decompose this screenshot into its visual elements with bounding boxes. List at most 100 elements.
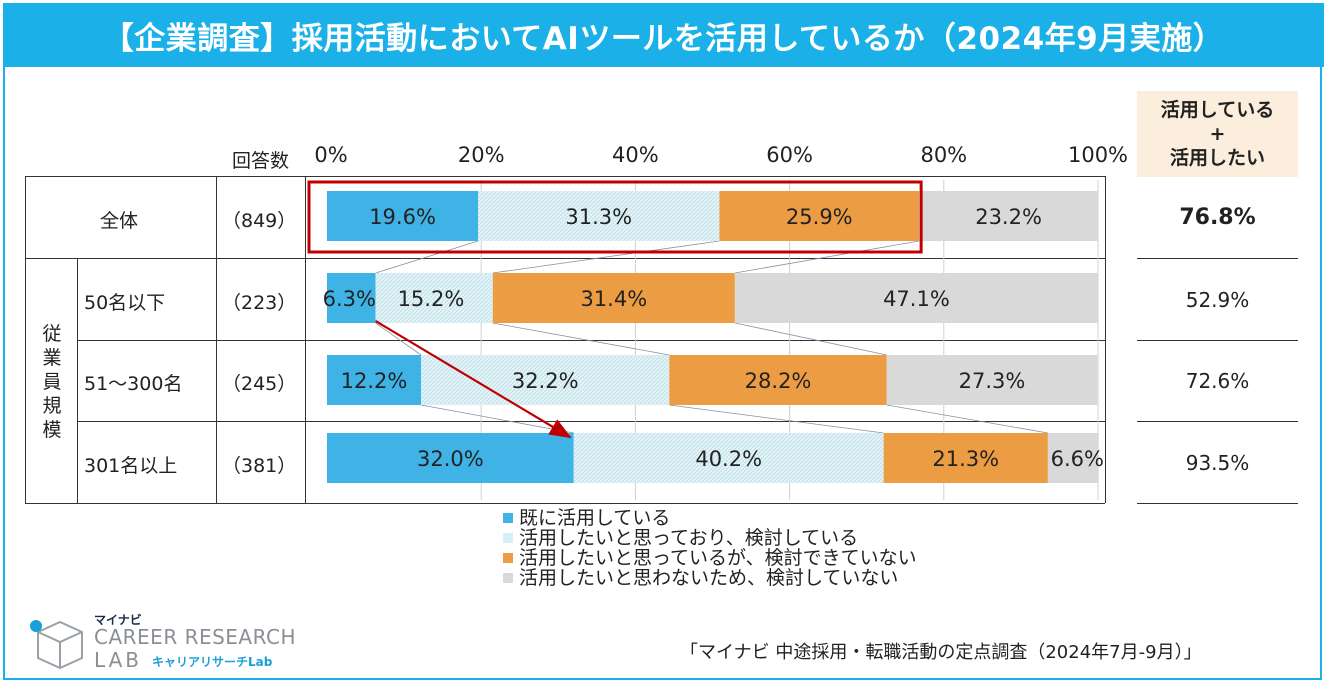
data-label-301-plus-using: 32.0% [417, 447, 484, 471]
data-label-overall-want-not-considering: 25.9% [786, 205, 853, 229]
table-vline-label [216, 176, 217, 503]
legend-item-using: 既に活用している [503, 508, 917, 528]
data-label-51-300-want-not-considering: 28.2% [745, 369, 812, 393]
row-label-51-300: 51～300名 [84, 373, 183, 395]
legend-label: 活用したいと思わないため、検討していない [519, 567, 899, 589]
bar-overall-considering [478, 191, 720, 241]
row-sum-301-plus: 93.5% [1185, 451, 1250, 475]
page-title: 【企業調査】採用活動においてAIツールを活用しているか（2024年9月実施） [3, 3, 1324, 67]
data-label-51-300-using: 12.2% [341, 369, 408, 393]
sum-header-line-1: 活用している [1160, 99, 1275, 121]
legend-label: 活用したいと思っているが、検討できていない [519, 547, 917, 569]
x-tick-label: 100% [1067, 143, 1129, 167]
responses-header: 回答数 [232, 150, 290, 172]
row-responses-50-or-less: （223） [222, 292, 297, 314]
series-connector-line [669, 404, 884, 434]
bar-51-300-considering [421, 355, 670, 405]
data-label-51-300-considering: 32.2% [512, 369, 579, 393]
x-tick-label: 20% [457, 143, 505, 167]
bar-51-300-using [327, 355, 422, 405]
x-tick-label: 80% [920, 143, 968, 167]
chart-frame [3, 3, 1322, 680]
sum-line-2 [1137, 340, 1298, 341]
data-label-overall-using: 19.6% [369, 205, 436, 229]
legend: 既に活用している 活用したいと思っており、検討している 活用したいと思っているが… [503, 508, 917, 588]
bar-overall-want-not-considering [719, 191, 920, 241]
bar-51-300-want-not-considering [669, 355, 887, 405]
sum-header-line-3: 活用したい [1169, 147, 1265, 169]
bar-51-300-not-want [886, 355, 1098, 405]
series-connector-line [492, 322, 670, 356]
table-vline-right [1105, 176, 1106, 503]
bar-overall-not-want [919, 191, 1098, 241]
legend-item-considering: 活用したいと思っており、検討している [503, 528, 917, 548]
legend-swatch [503, 573, 513, 583]
legend-item-want-not-considering: 活用したいと思っているが、検討できていない [503, 548, 917, 568]
data-label-51-300-not-want: 27.3% [959, 369, 1026, 393]
series-connector-line [734, 240, 920, 274]
logo-brand: マイナビ [94, 613, 142, 627]
legend-swatch [503, 533, 513, 543]
bar-50-or-less-want-not-considering [492, 273, 735, 323]
table-line-top [25, 176, 1105, 177]
row-label-50-or-less: 50名以下 [84, 292, 166, 314]
legend-label: 活用したいと思っており、検討している [519, 527, 859, 549]
x-tick-label: 60% [766, 143, 813, 167]
group-label-char: 従 [42, 323, 62, 345]
table-vline-responses [305, 176, 306, 503]
data-label-50-or-less-using: 6.3% [323, 287, 376, 311]
bars [327, 191, 1099, 483]
legend-item-not-want: 活用したいと思わないため、検討していない [503, 568, 917, 588]
sum-line-3 [1137, 421, 1298, 422]
bar-301-plus-not-want [1047, 433, 1099, 483]
series-connector-line [375, 240, 479, 274]
bar-301-plus-want-not-considering [883, 433, 1048, 483]
row-label-overall: 全体 [100, 210, 139, 232]
logo-name: CAREER RESEARCH [94, 625, 297, 649]
series-connector-line [375, 322, 422, 356]
logo-kana: キャリアリサーチLab [152, 655, 273, 669]
group-label-char: 規 [42, 395, 62, 417]
logo-lab: LAB [94, 648, 143, 672]
legend-swatch [503, 513, 513, 523]
table-line-3 [77, 421, 1105, 422]
data-label-50-or-less-not-want: 47.1% [883, 287, 950, 311]
row-sum-overall: 76.8% [1179, 205, 1256, 230]
row-responses-301-plus: （381） [222, 455, 297, 477]
x-tick-label: 40% [612, 143, 659, 167]
source-note: 「マイナビ 中途採用・転職活動の定点調査（2024年7月-9月）」 [680, 642, 1202, 663]
group-label-char: 業 [42, 347, 62, 369]
table-vline-group [77, 258, 78, 503]
series-connector-line [886, 404, 1048, 434]
table-line-bottom [25, 503, 1105, 504]
x-tick-label: 0% [314, 143, 348, 167]
table-vline-left [25, 176, 26, 503]
data-label-301-plus-not-want: 6.6% [1051, 447, 1104, 471]
data-labels: 19.6% 31.3% 25.9% 23.2% 6.3% 15.2% 31.4% 47.1% 1… [323, 205, 1104, 471]
legend-swatch [503, 553, 513, 563]
sum-header-line-2: + [1209, 123, 1226, 145]
career-research-lab-logo [30, 620, 83, 670]
bar-50-or-less-not-want [734, 273, 1098, 323]
bar-301-plus-considering [573, 433, 884, 483]
data-label-301-plus-want-not-considering: 21.3% [932, 447, 999, 471]
data-label-50-or-less-want-not-considering: 31.4% [580, 287, 647, 311]
data-label-301-plus-considering: 40.2% [695, 447, 762, 471]
row-sum-51-300: 72.6% [1185, 369, 1250, 393]
bar-overall-using [327, 191, 479, 241]
series-connector-line [420, 404, 574, 434]
row-responses-overall: （849） [222, 210, 297, 232]
data-label-50-or-less-considering: 15.2% [398, 287, 465, 311]
sum-header: 活用している + 活用したい [1137, 91, 1298, 177]
sum-line-bottom [1137, 503, 1298, 504]
trend-arrow [375, 320, 572, 439]
highlight-box [307, 180, 923, 254]
bar-50-or-less-using [327, 273, 376, 323]
group-label-char: 員 [42, 371, 62, 393]
series-connector-line [492, 240, 720, 274]
legend-label: 既に活用している [519, 507, 671, 529]
row-responses-51-300: （245） [222, 373, 297, 395]
group-label-employee-size: 従 業 員 規 模 [40, 322, 64, 442]
row-sum-50-or-less: 52.9% [1185, 288, 1250, 312]
